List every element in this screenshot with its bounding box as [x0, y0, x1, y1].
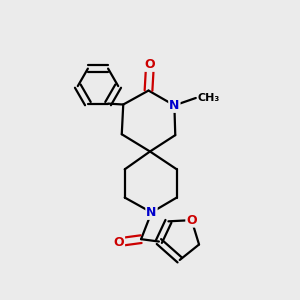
Text: N: N — [146, 206, 157, 219]
Text: O: O — [186, 214, 197, 226]
Text: N: N — [169, 99, 180, 112]
Text: CH₃: CH₃ — [197, 93, 220, 103]
Text: O: O — [145, 58, 155, 71]
Text: O: O — [113, 236, 124, 249]
